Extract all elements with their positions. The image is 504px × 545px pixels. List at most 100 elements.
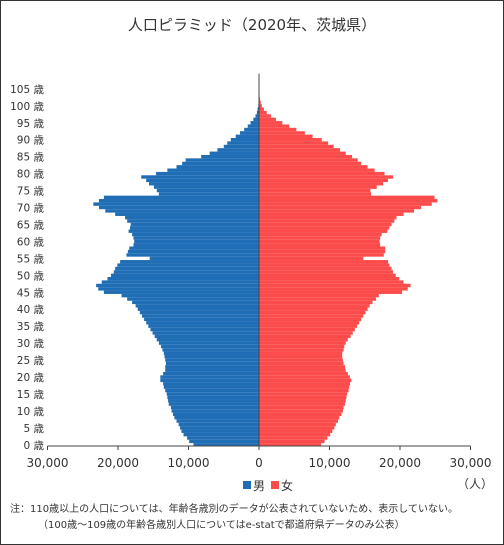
bar-male-age-97 <box>255 114 259 118</box>
y-tick-label: 50 歳 <box>17 270 45 282</box>
bar-female-age-34 <box>259 327 355 332</box>
bar-male-age-63 <box>128 229 259 233</box>
chart-title: 人口ピラミッド（2020年、茨城県） <box>128 16 376 34</box>
bar-female-age-94 <box>259 124 290 128</box>
bar-male-age-99 <box>257 107 259 111</box>
bar-male-age-77 <box>149 182 259 186</box>
bar-male-age-40 <box>137 307 259 311</box>
bar-male-age-39 <box>139 310 259 315</box>
bar-male-age-76 <box>153 185 259 189</box>
bar-female-age-69 <box>259 209 415 213</box>
bar-female-age-20 <box>259 375 350 379</box>
bar-female-age-33 <box>259 331 353 335</box>
bar-male-age-0 <box>193 443 259 447</box>
bar-male-age-45 <box>103 290 260 294</box>
bar-female-age-57 <box>259 249 386 254</box>
bar-male-age-26 <box>164 354 259 359</box>
note-line-2: （100歳～109歳の年齢各歳別人口についてはe-statで都道府県データのみ公… <box>38 518 405 531</box>
bar-female-age-19 <box>259 378 352 383</box>
bar-female-age-0 <box>259 443 322 447</box>
bar-male-age-60 <box>134 239 259 244</box>
bar-female-age-87 <box>259 148 341 152</box>
bar-female-age-101 <box>259 100 261 105</box>
bar-female-age-14 <box>259 395 347 400</box>
bar-male-age-24 <box>165 361 259 366</box>
bar-female-age-71 <box>259 202 432 206</box>
x-tick-label: 20,000 <box>97 456 139 470</box>
bar-male-age-1 <box>189 439 259 444</box>
bar-male-age-50 <box>110 273 259 277</box>
bar-female-age-63 <box>259 229 388 233</box>
legend-label-female: 女 <box>281 478 293 493</box>
male-bars <box>93 73 260 447</box>
bar-female-age-52 <box>259 266 392 271</box>
bar-male-age-88 <box>223 144 259 149</box>
bar-male-age-21 <box>163 371 259 376</box>
bar-female-age-25 <box>259 358 343 362</box>
bar-female-age-10 <box>259 409 343 413</box>
bar-female-age-53 <box>259 263 390 267</box>
bar-female-age-2 <box>259 436 328 440</box>
bar-female-age-22 <box>259 368 346 372</box>
bar-male-age-69 <box>105 209 259 213</box>
bar-female-age-17 <box>259 385 350 389</box>
bar-male-age-84 <box>185 158 259 162</box>
bar-female-age-84 <box>259 158 358 162</box>
bar-male-age-82 <box>176 165 259 169</box>
bar-male-age-65 <box>130 222 259 227</box>
bar-female-age-59 <box>259 243 381 247</box>
x-tick-label: 30,000 <box>450 456 492 470</box>
bar-male-age-94 <box>247 124 259 128</box>
bar-female-age-62 <box>259 232 382 237</box>
bar-female-age-70 <box>259 205 422 210</box>
y-tick-label: 30 歳 <box>17 338 45 350</box>
bar-male-age-30 <box>158 341 259 345</box>
bar-female-age-100 <box>259 104 262 108</box>
bar-male-age-27 <box>163 351 259 355</box>
bar-male-age-55 <box>149 256 259 261</box>
bar-female-age-72 <box>259 199 438 203</box>
bar-female-age-6 <box>259 422 336 427</box>
bar-male-age-2 <box>187 436 259 440</box>
y-tick-label: 55 歳 <box>17 253 45 265</box>
bar-female-age-54 <box>259 260 389 264</box>
bar-female-age-91 <box>259 134 313 139</box>
y-tick-label: 20 歳 <box>17 372 45 384</box>
x-tick-label: 10,000 <box>168 456 210 470</box>
bar-male-age-10 <box>171 409 259 413</box>
y-tick-label: 10 歳 <box>17 406 45 418</box>
bar-female-age-65 <box>259 222 392 227</box>
legend-label-male: 男 <box>253 479 265 493</box>
bar-female-age-12 <box>259 402 346 406</box>
bar-female-age-99 <box>259 107 264 111</box>
bar-female-age-50 <box>259 273 396 277</box>
bar-female-age-82 <box>259 165 368 169</box>
bar-female-age-89 <box>259 141 329 145</box>
bar-female-age-61 <box>259 236 381 240</box>
bar-male-age-47 <box>96 283 260 288</box>
bar-female-age-13 <box>259 399 346 403</box>
bar-male-age-7 <box>176 419 259 423</box>
y-tick-label: 15 歳 <box>17 389 45 401</box>
bar-female-age-7 <box>259 419 338 423</box>
bar-male-age-80 <box>156 171 259 176</box>
bar-male-age-4 <box>181 429 259 433</box>
bar-female-age-95 <box>259 121 283 125</box>
bar-male-age-56 <box>126 253 260 257</box>
bar-female-age-4 <box>259 429 333 433</box>
bar-male-age-90 <box>230 138 259 142</box>
bar-female-age-86 <box>259 151 346 155</box>
bar-female-age-43 <box>259 297 377 301</box>
bar-female-age-42 <box>259 300 373 305</box>
bar-male-age-78 <box>146 178 259 183</box>
bar-female-age-77 <box>259 182 384 186</box>
bar-female-age-24 <box>259 361 344 366</box>
bar-male-age-54 <box>120 260 260 264</box>
bar-female-age-83 <box>259 161 362 166</box>
bar-female-age-23 <box>259 365 346 369</box>
bar-female-age-26 <box>259 354 343 359</box>
bar-male-age-3 <box>183 432 259 437</box>
bar-male-age-41 <box>135 304 260 308</box>
bar-female-age-88 <box>259 144 334 149</box>
